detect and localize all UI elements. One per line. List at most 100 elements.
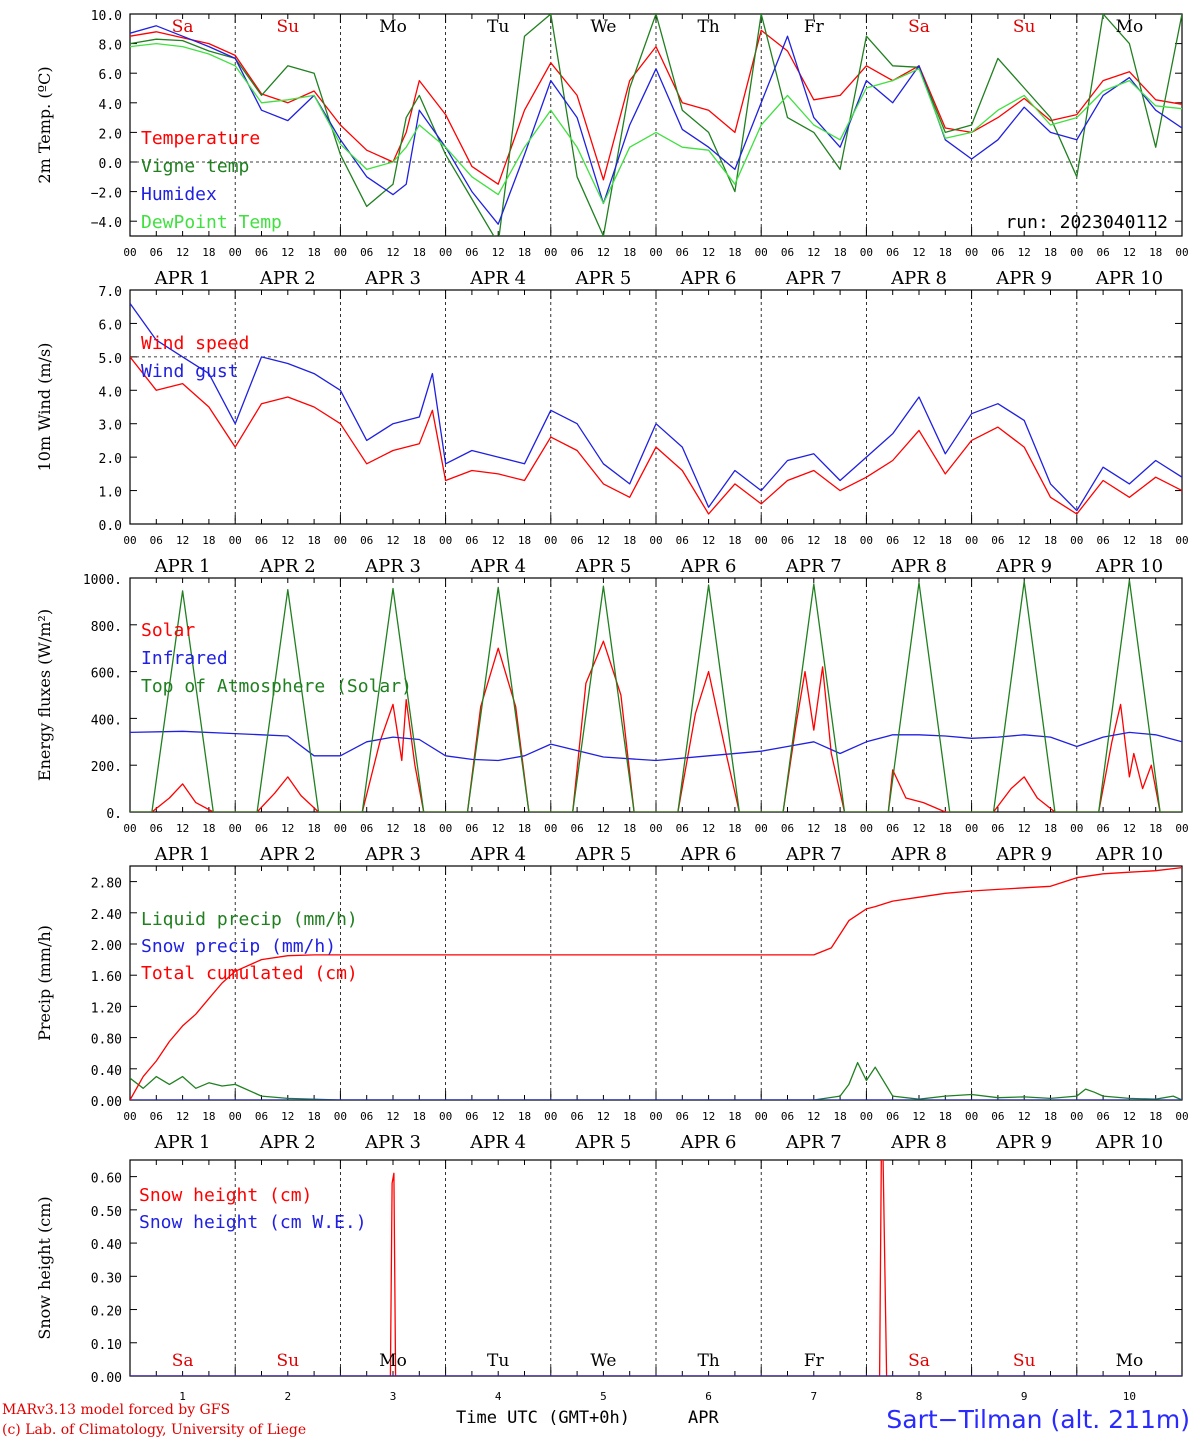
hour-label: 18: [939, 1110, 952, 1123]
hour-label: 06: [570, 1110, 583, 1123]
day-number-label: 3: [390, 1390, 397, 1403]
hour-label: 12: [176, 1110, 189, 1123]
date-label: APR 3: [364, 844, 421, 865]
hour-label: 06: [991, 246, 1004, 259]
hour-label: 06: [991, 534, 1004, 547]
hour-label: 12: [386, 822, 399, 835]
hour-label: 12: [281, 534, 294, 547]
hour-label: 18: [623, 822, 636, 835]
legend-entry: DewPoint Temp: [141, 212, 282, 233]
date-label: APR 2: [259, 556, 316, 577]
date-label: APR 10: [1095, 1132, 1163, 1153]
hour-label: 18: [623, 534, 636, 547]
hour-label: 06: [886, 1110, 899, 1123]
y-tick-label: 6.0: [99, 318, 122, 333]
hour-label: 00: [229, 822, 242, 835]
hour-label: 18: [307, 822, 320, 835]
hour-label: 12: [597, 534, 610, 547]
date-label: APR 4: [469, 268, 526, 289]
hour-label: 06: [465, 1110, 478, 1123]
series-line-vigne-temp: [130, 14, 1182, 236]
x-axis-title: Time UTC (GMT+0h): [456, 1408, 630, 1428]
date-label: APR 1: [154, 556, 211, 577]
hour-label: 00: [439, 246, 452, 259]
date-label: APR 7: [785, 268, 842, 289]
panel-3: 1000. 800. 600. 400. 200. 0. Energy fluxes (W/…: [35, 573, 1189, 865]
hour-label: 12: [807, 534, 820, 547]
hour-label: 12: [281, 1110, 294, 1123]
y-axis-label: Precip (mm/h): [35, 925, 54, 1041]
hour-label: 12: [912, 246, 925, 259]
date-label: APR 8: [890, 268, 947, 289]
y-tick-label: 200.: [91, 760, 122, 775]
y-tick-label: 800.: [91, 620, 122, 635]
weekday-label: Tu: [487, 17, 509, 37]
weekday-label: Su: [1013, 1351, 1036, 1371]
hour-label: 06: [781, 246, 794, 259]
hour-label: 12: [281, 822, 294, 835]
date-label: APR 10: [1095, 268, 1163, 289]
legend-entry: Liquid precip (mm/h): [141, 909, 358, 930]
hour-label: 00: [1175, 534, 1188, 547]
hour-label: 18: [833, 1110, 846, 1123]
hour-label: 12: [702, 534, 715, 547]
y-tick-label: 4.0: [99, 98, 122, 113]
hour-label: 06: [465, 246, 478, 259]
hour-label: 06: [465, 822, 478, 835]
y-tick-label: 0.80: [91, 1033, 122, 1048]
y-axis-label: Snow height (cm): [35, 1196, 54, 1339]
weekday-label: Sa: [172, 17, 194, 37]
legend-entry: Solar: [141, 620, 195, 641]
credit-line: (c) Lab. of Climatology, University of L…: [2, 1422, 306, 1438]
hour-label: 00: [229, 246, 242, 259]
hour-label: 18: [413, 822, 426, 835]
legend-entry: Top of Atmosphere (Solar): [141, 676, 412, 697]
weekday-label: Su: [1013, 17, 1036, 37]
day-number-label: 8: [916, 1390, 923, 1403]
series-line-top-of-atmosphere-solar-: [130, 579, 1182, 812]
site-label: Sart−Tilman (alt. 211m): [886, 1405, 1190, 1434]
hour-label: 18: [1149, 822, 1162, 835]
y-tick-label: 0.00: [91, 1095, 122, 1110]
hour-label: 00: [334, 246, 347, 259]
hour-label: 12: [386, 246, 399, 259]
hour-label: 12: [1123, 822, 1136, 835]
weekday-label: We: [590, 1351, 616, 1371]
y-tick-label: 1.60: [91, 970, 122, 985]
hour-label: 00: [965, 534, 978, 547]
panel-4: 2.80 2.40 2.00 1.60 1.20 0.80 0.40 0.00 Precip (…: [35, 865, 1189, 1153]
hour-label: 00: [755, 1110, 768, 1123]
hour-label: 18: [307, 534, 320, 547]
weekday-label: Sa: [172, 1351, 194, 1371]
hour-label: 00: [755, 534, 768, 547]
hour-label: 18: [413, 534, 426, 547]
hour-label: 00: [860, 534, 873, 547]
legend-entry: Wind speed: [141, 333, 249, 354]
hour-label: 12: [702, 1110, 715, 1123]
hour-label: 00: [1175, 1110, 1188, 1123]
hour-label: 06: [781, 534, 794, 547]
y-tick-label: 0.60: [91, 1172, 122, 1187]
date-label: APR 2: [259, 844, 316, 865]
hour-label: 18: [623, 1110, 636, 1123]
legend-entry: Infrared: [141, 648, 228, 669]
date-label: APR 5: [574, 1132, 631, 1153]
day-number-label: 7: [810, 1390, 817, 1403]
hour-label: 18: [728, 534, 741, 547]
y-tick-label: 0.50: [91, 1205, 122, 1220]
y-tick-label: 0.40: [91, 1238, 122, 1253]
date-label: APR 9: [995, 556, 1052, 577]
weekday-label: Tu: [487, 1351, 509, 1371]
hour-label: 06: [676, 1110, 689, 1123]
hour-label: 18: [623, 246, 636, 259]
date-label: APR 6: [680, 556, 737, 577]
hour-label: 06: [570, 534, 583, 547]
hour-label: 18: [518, 822, 531, 835]
series-line-humidex: [130, 25, 1182, 225]
hour-label: 06: [150, 534, 163, 547]
hour-label: 00: [544, 822, 557, 835]
hour-label: 06: [886, 822, 899, 835]
hour-label: 12: [912, 534, 925, 547]
hour-label: 00: [649, 822, 662, 835]
hour-label: 18: [413, 1110, 426, 1123]
